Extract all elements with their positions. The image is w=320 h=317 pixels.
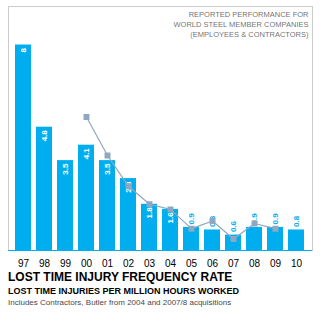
svg-text:4.1: 4.1 [82, 148, 91, 160]
svg-text:4.8: 4.8 [40, 130, 49, 142]
svg-text:07: 07 [228, 258, 240, 268]
svg-text:10: 10 [291, 258, 303, 268]
svg-text:3.5: 3.5 [103, 163, 112, 175]
html-text:LOST TIME INJURIES PER MILLION: LOST TIME INJURIES PER MILLION HOURS WOR… [8, 286, 239, 296]
svg-text:97: 97 [18, 258, 30, 268]
svg-text:98: 98 [39, 258, 51, 268]
svg-text:1.8: 1.8 [145, 207, 154, 219]
svg-text:03: 03 [144, 258, 156, 268]
svg-text:02: 02 [123, 258, 135, 268]
svg-text:06: 06 [207, 258, 219, 268]
html-text:Includes Contractors, Butler f: Includes Contractors, Butler from 2004 a… [8, 298, 232, 307]
svg-text:0.9: 0.9 [250, 213, 260, 225]
svg-text:0.6: 0.6 [229, 220, 238, 232]
svg-text:8: 8 [19, 47, 28, 52]
svg-text:04: 04 [165, 258, 177, 268]
svg-text:09: 09 [270, 258, 282, 268]
svg-text:08: 08 [249, 258, 261, 268]
svg-text:REPORTED PERFORMANCE FORWORLD: REPORTED PERFORMANCE FORWORLD STEEL MEMB… [173, 10, 309, 39]
svg-text:99: 99 [60, 258, 72, 268]
svg-text:0.8: 0.8 [208, 215, 217, 227]
svg-text:0.9: 0.9 [187, 213, 196, 225]
svg-text:1.6: 1.6 [166, 212, 175, 224]
svg-text:0.8: 0.8 [292, 215, 301, 227]
svg-text:01: 01 [102, 258, 114, 268]
html-text:LOST TIME INJURY FREQUENCY RAT: LOST TIME INJURY FREQUENCY RATE [8, 270, 233, 284]
svg-text:05: 05 [186, 258, 198, 268]
svg-text:0.9: 0.9 [271, 213, 280, 225]
svg-text:3.5: 3.5 [61, 163, 70, 175]
svg-text:00: 00 [81, 258, 93, 268]
svg-text:2.8: 2.8 [124, 181, 134, 193]
